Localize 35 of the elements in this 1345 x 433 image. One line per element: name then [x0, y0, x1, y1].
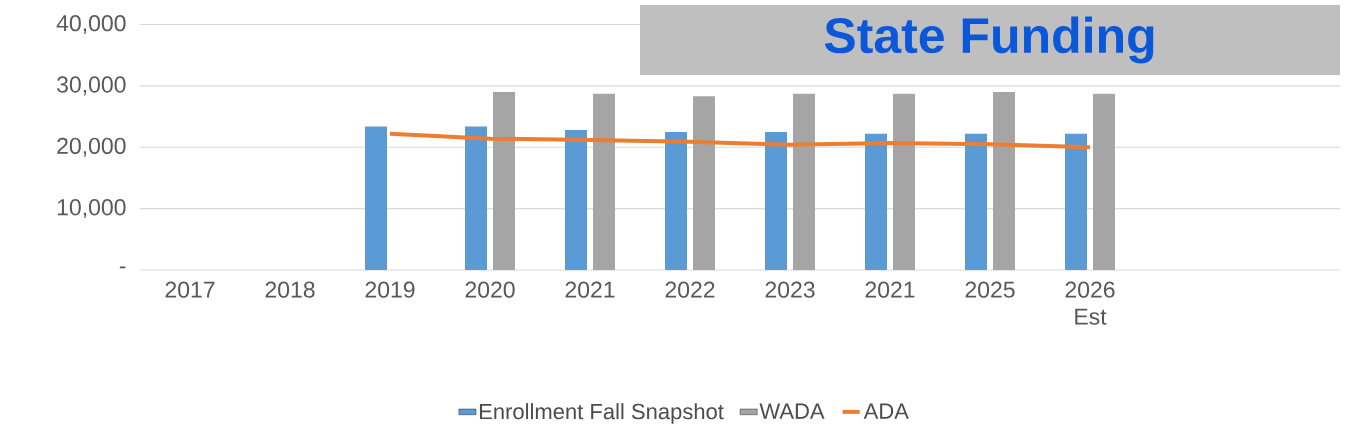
- y-tick-label: 20,000: [57, 137, 126, 157]
- bar: [565, 130, 588, 270]
- bar: [465, 126, 488, 270]
- y-tick-label: 10,000: [57, 199, 126, 219]
- x-tick-label: 2025: [965, 281, 1015, 298]
- x-tick-label: 2022: [665, 281, 715, 298]
- line-series: [388, 131, 1092, 150]
- bar: [965, 133, 987, 270]
- legend-label: Enrollment Fall Snapshot: [479, 403, 724, 424]
- x-tick-label: 2021: [865, 281, 915, 298]
- bar: [893, 93, 915, 270]
- x-tick-label: 2026 Est: [1065, 281, 1115, 325]
- bar: [665, 131, 688, 270]
- x-tick-label: 2018: [265, 281, 315, 298]
- y-tick-label: 40,000: [56, 15, 126, 35]
- annotation: State Funding: [824, 16, 1154, 64]
- y-tick-label: 30,000: [57, 76, 126, 96]
- legend-label: WADA: [759, 403, 825, 419]
- bar: [765, 131, 787, 270]
- bar: [593, 93, 616, 270]
- x-tick-label: 2021: [565, 281, 615, 298]
- bar: [693, 96, 715, 270]
- x-tick-label: 2019: [365, 281, 415, 298]
- bar: [493, 92, 516, 270]
- bar: [993, 92, 1015, 270]
- legend-label: ADA: [863, 403, 909, 419]
- x-tick-label: 2023: [765, 281, 815, 298]
- bar: [1093, 93, 1115, 270]
- y-tick-label: -: [119, 266, 126, 269]
- bar: [365, 126, 388, 270]
- bar: [793, 93, 815, 270]
- bar: [1065, 133, 1087, 270]
- x-tick-label: 2020: [465, 281, 515, 298]
- bar: [865, 133, 887, 270]
- x-tick-label: 2017: [165, 281, 215, 298]
